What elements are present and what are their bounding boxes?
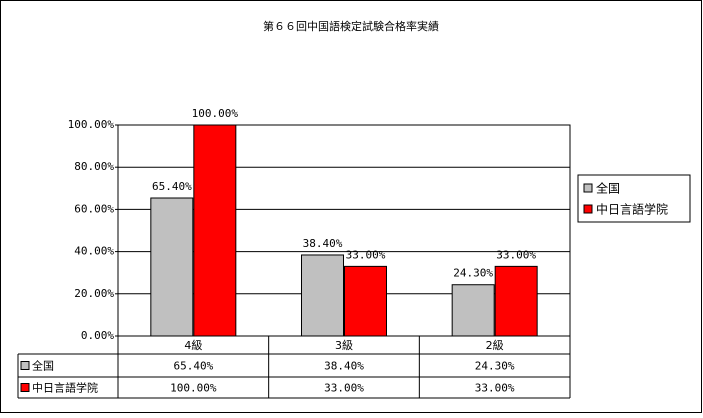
table-value: 38.40% (324, 360, 364, 373)
data-label: 33.00% (346, 248, 386, 261)
legend-label: 全国 (596, 181, 620, 196)
y-tick-label: 20.00% (74, 287, 114, 300)
data-label: 33.00% (496, 248, 536, 261)
table-value: 24.30% (475, 360, 515, 373)
table-value: 100.00% (170, 382, 217, 395)
x-tick-label: 3級 (335, 339, 353, 352)
y-tick-label: 100.00% (68, 118, 115, 131)
x-tick-label: 2級 (486, 339, 504, 352)
table-value: 33.00% (324, 382, 364, 395)
y-tick-label: 40.00% (74, 245, 114, 258)
bar (344, 265, 387, 337)
data-label: 24.30% (453, 267, 493, 280)
legend-label: 中日言語学院 (596, 202, 668, 217)
bar (150, 197, 194, 337)
table-series-name: 全国 (32, 359, 54, 373)
bar (301, 254, 344, 337)
legend-box (577, 174, 691, 223)
table-legend-key (20, 361, 30, 370)
y-tick-label: 80.00% (74, 160, 114, 173)
bar (451, 284, 495, 337)
table-legend-key (20, 383, 30, 392)
table-value: 65.40% (173, 360, 213, 373)
data-label: 100.00% (192, 107, 239, 120)
bar (193, 124, 237, 337)
legend-key (583, 183, 593, 193)
data-label: 65.40% (152, 180, 192, 193)
data-label: 38.40% (303, 237, 343, 250)
x-tick-label: 4級 (184, 339, 202, 352)
table-series-name: 中日言語学院 (32, 381, 98, 395)
legend-key (583, 204, 593, 214)
y-tick-label: 60.00% (74, 202, 114, 215)
bar (494, 265, 538, 337)
chart-title: 第６６回中国語検定試験合格率実績 (263, 19, 439, 33)
table-value: 33.00% (475, 382, 515, 395)
y-tick-label: 0.00% (81, 329, 114, 342)
